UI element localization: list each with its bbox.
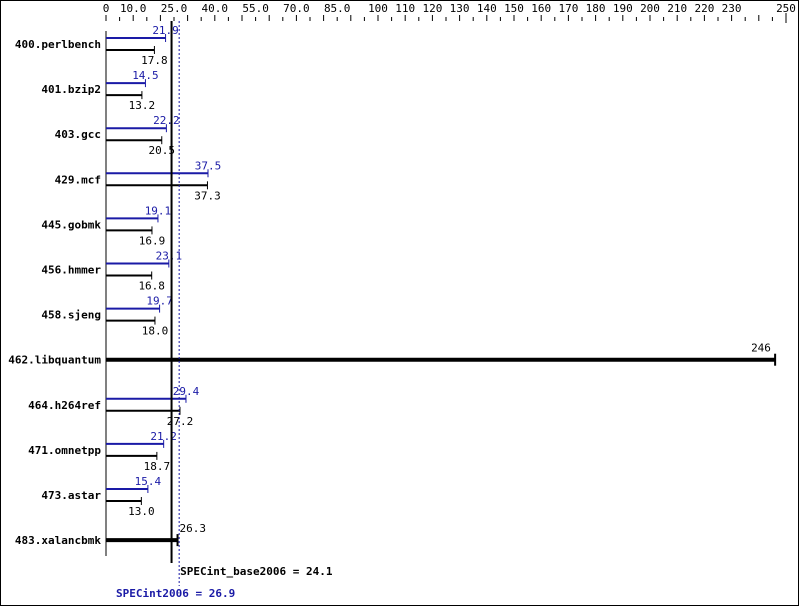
benchmark-label: 458.sjeng [41, 309, 101, 322]
tick-label: 250 [776, 2, 796, 15]
value-label-peak: 29.4 [173, 385, 200, 398]
tick-label: 70.0 [283, 2, 310, 15]
benchmark-label: 464.h264ref [28, 399, 101, 412]
value-label-base: 17.8 [141, 54, 168, 67]
value-label-base: 16.8 [138, 280, 165, 293]
value-label: 26.3 [180, 522, 207, 535]
value-label-peak: 22.2 [153, 114, 180, 127]
tick-label: 55.0 [242, 2, 269, 15]
tick-label: 160 [531, 2, 551, 15]
value-label-base: 20.5 [149, 144, 176, 157]
tick-label: 110 [395, 2, 415, 15]
tick-label: 220 [694, 2, 714, 15]
benchmark-label: 483.xalancbmk [15, 534, 101, 547]
benchmark-label: 429.mcf [55, 173, 101, 186]
value-label: 246 [751, 342, 771, 355]
value-label-base: 13.0 [128, 505, 155, 518]
tick-label: 0 [103, 2, 110, 15]
value-label-base: 37.3 [194, 189, 221, 202]
benchmark-label: 471.omnetpp [28, 444, 101, 457]
value-label-peak: 19.7 [146, 295, 173, 308]
value-label-base: 13.2 [129, 99, 156, 112]
tick-label: 120 [422, 2, 442, 15]
benchmark-label: 473.astar [41, 489, 101, 502]
tick-label: 230 [722, 2, 742, 15]
value-label-base: 27.2 [167, 415, 194, 428]
tick-label: 100 [368, 2, 388, 15]
base-summary: SPECint_base2006 = 24.1 [180, 565, 333, 578]
benchmark-label: 401.bzip2 [41, 83, 101, 96]
benchmark-label: 462.libquantum [8, 354, 101, 367]
value-label-base: 18.7 [144, 460, 171, 473]
tick-label: 180 [586, 2, 606, 15]
peak-summary: SPECint2006 = 26.9 [116, 587, 235, 600]
value-label-peak: 37.5 [195, 159, 222, 172]
tick-label: 210 [667, 2, 687, 15]
value-label-peak: 19.1 [145, 204, 172, 217]
value-label-base: 16.9 [139, 234, 166, 247]
tick-label: 140 [477, 2, 497, 15]
value-label-peak: 21.9 [152, 24, 179, 37]
value-label-peak: 14.5 [132, 69, 159, 82]
benchmark-label: 445.gobmk [41, 218, 101, 231]
value-label-peak: 21.2 [150, 430, 177, 443]
tick-label: 200 [640, 2, 660, 15]
benchmark-label: 400.perlbench [15, 38, 101, 51]
tick-label: 10.0 [120, 2, 147, 15]
tick-label: 130 [450, 2, 470, 15]
tick-label: 170 [558, 2, 578, 15]
tick-label: 85.0 [324, 2, 351, 15]
value-label-peak: 23.1 [156, 250, 183, 263]
benchmark-label: 456.hmmer [41, 264, 101, 277]
tick-label: 40.0 [202, 2, 229, 15]
tick-label: 150 [504, 2, 524, 15]
value-label-peak: 15.4 [135, 475, 162, 488]
tick-label: 25.0 [161, 2, 188, 15]
tick-label: 190 [613, 2, 633, 15]
benchmark-label: 403.gcc [55, 128, 101, 141]
value-label-base: 18.0 [142, 325, 169, 338]
